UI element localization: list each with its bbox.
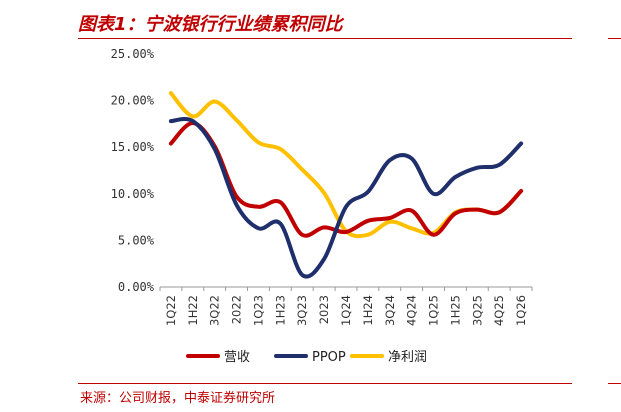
y-tick-label: 25.00% (111, 47, 155, 61)
y-tick-label: 15.00% (111, 140, 155, 154)
x-tick-label: 1H23 (273, 295, 287, 326)
legend-label: PPOP (312, 350, 346, 365)
y-tick-label: 10.00% (111, 187, 155, 201)
y-tick-label: 20.00% (111, 94, 155, 108)
x-tick-label: 3Q25 (470, 295, 484, 326)
series-line-0 (168, 121, 524, 238)
bottom-rule-right (608, 383, 621, 384)
x-tick-label: 3Q23 (295, 295, 309, 326)
series-line-1 (168, 117, 524, 279)
x-tick-label: 3Q24 (383, 295, 397, 326)
y-tick-label: 0.00% (118, 280, 155, 294)
x-tick-label: 4Q25 (492, 295, 506, 326)
x-tick-label: 4Q24 (405, 295, 419, 326)
x-tick-label: 1Q25 (427, 295, 441, 326)
x-tick-label: 1Q22 (164, 295, 178, 326)
title-bar: 图表1：宁波银行行业绩累积同比 (0, 0, 621, 46)
top-rule-right (608, 38, 621, 39)
top-rule (78, 38, 572, 39)
x-tick-label: 1H25 (448, 295, 462, 326)
bottom-rule (78, 383, 572, 384)
x-tick-label: 1H24 (361, 295, 375, 326)
x-tick-label: 3Q22 (208, 295, 222, 326)
x-tick-label: 1Q23 (251, 295, 265, 326)
x-tick-label: 1H22 (186, 295, 200, 326)
chart-title: 图表1：宁波银行行业绩累积同比 (78, 14, 343, 35)
x-tick-label: 2023 (317, 295, 331, 324)
legend-label: 净利润 (388, 350, 427, 365)
x-tick-label: 1Q26 (514, 295, 528, 326)
legend-label: 营收 (224, 350, 250, 365)
x-tick-label: 2022 (230, 295, 244, 324)
y-tick-label: 5.00% (118, 233, 155, 247)
source-note: 来源：公司财报，中泰证券研究所 (80, 391, 276, 406)
x-tick-label: 1Q24 (339, 295, 353, 326)
